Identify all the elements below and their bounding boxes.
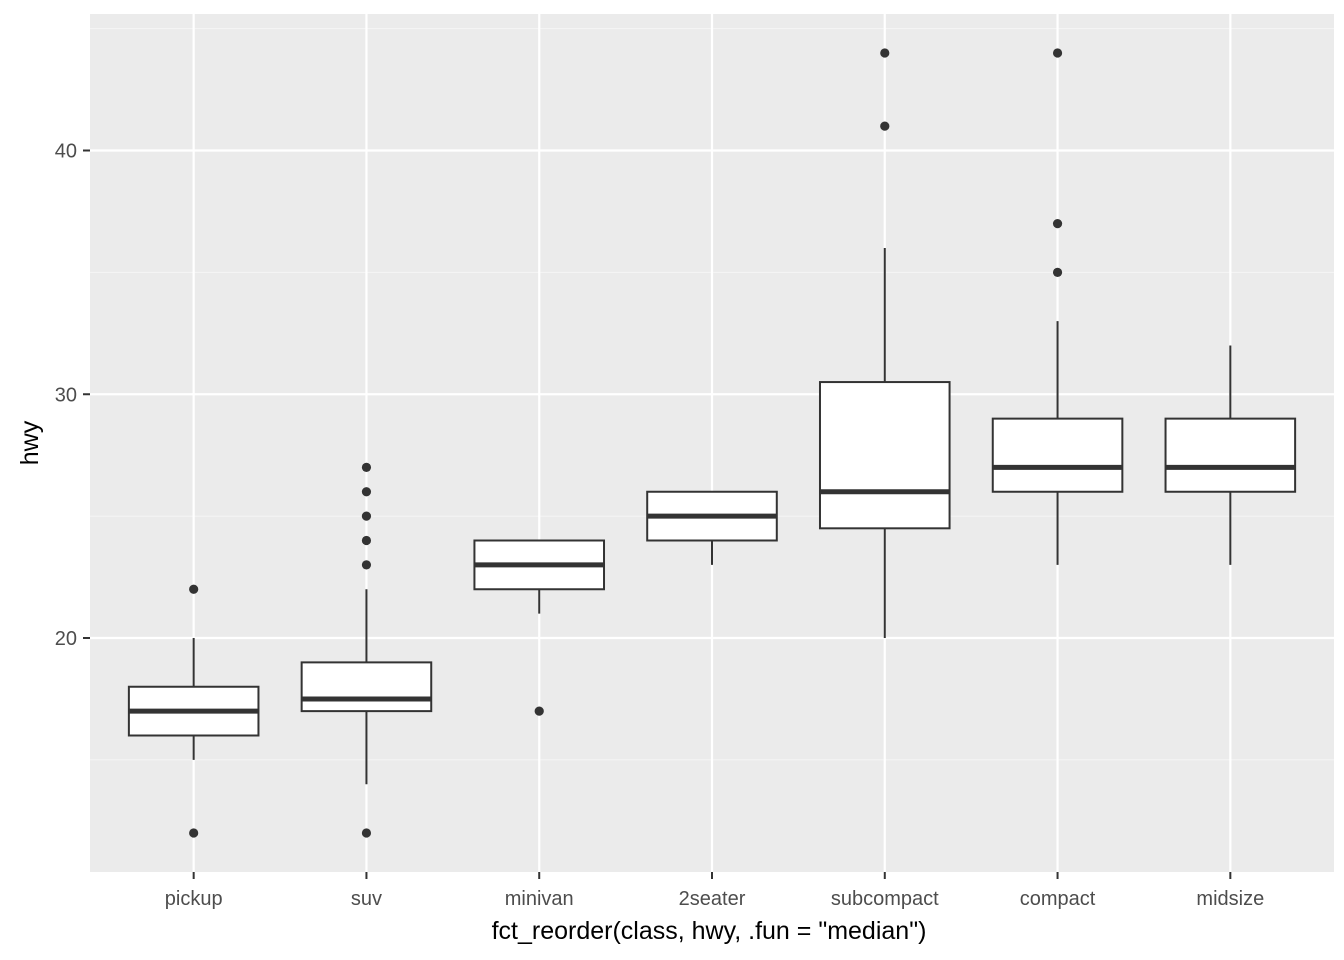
x-tick-label-suv: suv [351,888,382,910]
outlier-point [189,828,199,838]
x-tick-label-midsize: midsize [1196,888,1264,910]
outlier-point [361,487,372,497]
box-group-suv [300,462,433,838]
x-axis-title: fct_reorder(class, hwy, .fun = "median") [492,917,927,945]
x-axis: pickup suv minivan 2seater subcompact compact… [165,872,1264,910]
outlier-point [361,511,372,521]
x-tick-label-minivan: minivan [505,888,574,910]
outlier-point [880,48,890,58]
outlier-point [1052,267,1063,277]
x-tick-label-compact: compact [1020,888,1096,910]
box-group-subcompact [818,48,951,638]
box-layer [127,48,1297,838]
y-tick-label: 30 [55,384,77,406]
y-tick-label: 40 [55,141,77,163]
y-axis-title: hwy [16,420,44,465]
outlier-point [189,584,199,594]
x-tick-label-subcompact: subcompact [831,888,939,910]
y-tick-label: 20 [55,628,77,650]
outlier-point [1052,48,1063,58]
box-iqr [300,661,433,713]
box-iqr [818,381,951,530]
x-tick-label-2seater: 2seater [679,888,746,910]
box-iqr [991,417,1124,493]
box-group-compact [991,48,1124,565]
x-tick-label-pickup: pickup [165,888,223,910]
outlier-point [880,121,890,131]
box-group-minivan [473,539,606,716]
box-group-midsize [1164,345,1297,565]
box-group-pickup [127,584,260,838]
outlier-point [534,706,544,716]
box-iqr [1164,417,1297,493]
outlier-point [1052,219,1063,229]
box-group-2seater [646,490,778,565]
outlier-point [361,535,372,546]
outlier-point [361,462,372,472]
outlier-point [361,560,372,570]
outlier-point [361,828,372,838]
y-axis: 20 30 40 [55,141,90,650]
